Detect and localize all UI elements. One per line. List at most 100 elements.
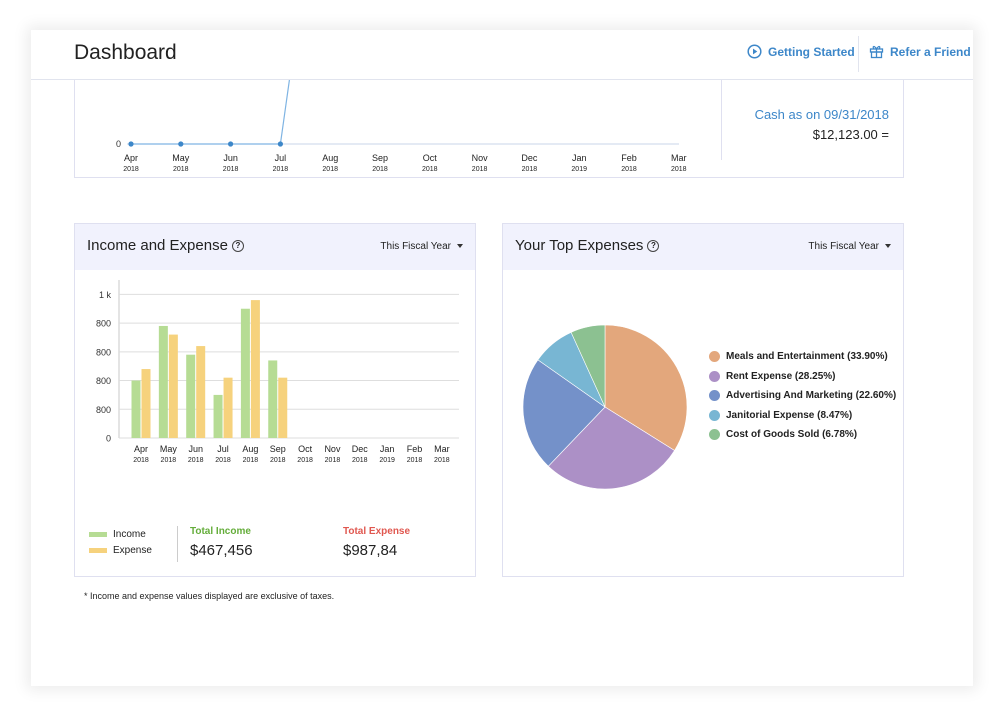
- pie-legend-label: Meals and Entertainment (33.90%): [726, 351, 888, 363]
- income-bar[interactable]: [131, 380, 141, 438]
- x-tick-year: 2018: [243, 457, 259, 464]
- top-expenses-period-dropdown[interactable]: This Fiscal Year: [808, 241, 891, 252]
- x-tick-year: 2018: [522, 166, 538, 173]
- pie-legend-item[interactable]: Meals and Entertainment (33.90%): [709, 347, 896, 367]
- x-tick-year: 2018: [407, 457, 423, 464]
- income-bar[interactable]: [268, 360, 278, 438]
- x-tick-year: 2018: [621, 166, 637, 173]
- x-tick-year: 2018: [671, 166, 687, 173]
- top-expenses-header: Your Top Expenses? This Fiscal Year: [503, 224, 903, 270]
- pie-legend-label: Advertising And Marketing (22.60%): [726, 390, 897, 402]
- pie-legend-label: Cost of Goods Sold (6.78%): [726, 429, 858, 441]
- legend-income: Income: [89, 529, 146, 540]
- pie-legend-item[interactable]: Rent Expense (28.25%): [709, 367, 896, 387]
- refer-friend-link[interactable]: Refer a Friend: [869, 44, 971, 59]
- income-bar[interactable]: [240, 308, 250, 438]
- legend-dot: [709, 429, 720, 441]
- x-tick-month: Feb: [407, 444, 423, 454]
- pie-slice[interactable]: [604, 324, 688, 451]
- y-tick-label: 800: [96, 405, 111, 415]
- x-tick-year: 2018: [223, 166, 239, 173]
- y-tick-label: 1 k: [99, 290, 112, 300]
- x-tick-year: 2018: [372, 166, 388, 173]
- legend-dot: [709, 351, 720, 363]
- x-tick-month: Jun: [188, 444, 203, 454]
- top-expenses-title: Your Top Expenses?: [515, 237, 660, 254]
- x-tick-month: Apr: [134, 444, 148, 454]
- page-title: Dashboard: [74, 41, 177, 64]
- gift-icon: [869, 45, 884, 59]
- income-bar[interactable]: [158, 325, 168, 438]
- x-tick-month: Nov: [324, 444, 341, 454]
- expense-bar[interactable]: [141, 369, 151, 438]
- expense-swatch: [89, 548, 107, 553]
- x-tick-month: Jan: [380, 444, 395, 454]
- legend-expense-label: Expense: [113, 545, 152, 556]
- footnote: * Income and expense values displayed ar…: [84, 591, 335, 601]
- pie-legend-item[interactable]: Janitorial Expense (8.47%): [709, 406, 896, 426]
- cash-point: [228, 141, 234, 147]
- x-tick-month: Aug: [242, 444, 258, 454]
- x-tick-month: May: [160, 444, 178, 454]
- x-tick-year: 2018: [161, 457, 177, 464]
- total-expense-value: $987,84: [343, 542, 398, 559]
- expense-bar[interactable]: [278, 377, 288, 438]
- cash-value: $12,123.00 =: [812, 127, 889, 142]
- x-tick-year: 2018: [270, 457, 286, 464]
- pie-legend-item[interactable]: Advertising And Marketing (22.60%): [709, 386, 896, 406]
- income-swatch: [89, 532, 107, 537]
- y-tick-label: 800: [96, 319, 111, 329]
- period-label: This Fiscal Year: [380, 241, 451, 252]
- x-tick-year: 2018: [322, 166, 338, 173]
- legend-dot: [709, 409, 720, 421]
- x-tick-month: Jan: [572, 153, 587, 163]
- x-tick-year: 2018: [215, 457, 231, 464]
- pie-legend-item[interactable]: Cost of Goods Sold (6.78%): [709, 425, 896, 445]
- x-tick-month: Jul: [217, 444, 229, 454]
- income-bar[interactable]: [213, 394, 223, 438]
- cash-point: [277, 141, 283, 147]
- header-divider: [858, 36, 859, 72]
- x-tick-month: Jun: [223, 153, 238, 163]
- income-expense-header: Income and Expense? This Fiscal Year: [75, 224, 475, 270]
- period-label: This Fiscal Year: [808, 241, 879, 252]
- page-header: Dashboard Getting Started Refer a Friend: [31, 30, 973, 80]
- help-icon[interactable]: ?: [231, 240, 244, 253]
- x-tick-year: 2018: [297, 457, 313, 464]
- legend-dot: [709, 370, 720, 382]
- pie-slice[interactable]: [570, 324, 606, 408]
- cash-point: [128, 141, 134, 147]
- y-tick-label: 800: [96, 347, 111, 357]
- x-tick-month: Mar: [671, 153, 687, 163]
- pie-slice[interactable]: [547, 406, 675, 490]
- expense-bar[interactable]: [168, 334, 178, 438]
- legend-dot: [709, 390, 720, 402]
- x-tick-month: Jul: [275, 153, 287, 163]
- x-tick-month: Sep: [372, 153, 388, 163]
- expense-bar[interactable]: [196, 346, 206, 438]
- x-tick-year: 2018: [188, 457, 204, 464]
- x-tick-month: Dec: [352, 444, 369, 454]
- x-tick-month: Aug: [322, 153, 338, 163]
- caret-down-icon: [885, 244, 891, 249]
- expense-bar[interactable]: [223, 377, 233, 438]
- top-expenses-title-text: Your Top Expenses: [515, 237, 644, 254]
- x-tick-month: Mar: [434, 444, 450, 454]
- help-icon[interactable]: ?: [647, 240, 660, 253]
- pie-slice[interactable]: [522, 359, 606, 467]
- getting-started-label: Getting Started: [768, 44, 855, 59]
- x-tick-month: Nov: [472, 153, 489, 163]
- pie-legend: Meals and Entertainment (33.90%) Rent Exp…: [709, 347, 896, 445]
- x-tick-month: May: [172, 153, 190, 163]
- income-bar[interactable]: [186, 354, 196, 438]
- x-tick-year: 2018: [273, 166, 289, 173]
- income-expense-period-dropdown[interactable]: This Fiscal Year: [380, 241, 463, 252]
- cash-line-rise: [279, 80, 290, 145]
- y-tick-label: 0: [116, 139, 121, 149]
- dashboard-window: Dashboard Getting Started Refer a Friend…: [31, 30, 973, 686]
- getting-started-link[interactable]: Getting Started: [747, 44, 855, 59]
- y-tick-label: 0: [106, 434, 111, 444]
- expense-bar[interactable]: [250, 300, 260, 438]
- total-income-value: $467,456: [190, 542, 253, 559]
